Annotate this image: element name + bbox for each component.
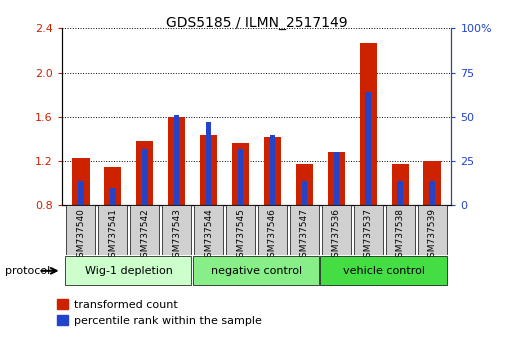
Bar [200, 135, 218, 205]
Bar [206, 122, 211, 205]
Text: negative control: negative control [211, 266, 302, 276]
FancyBboxPatch shape [322, 205, 351, 255]
Bar [264, 137, 281, 205]
FancyBboxPatch shape [162, 205, 191, 255]
FancyBboxPatch shape [386, 205, 415, 255]
Text: protocol: protocol [5, 266, 50, 276]
Bar [168, 117, 185, 205]
Text: vehicle control: vehicle control [343, 266, 425, 276]
FancyBboxPatch shape [418, 205, 447, 255]
Text: GDS5185 / ILMN_2517149: GDS5185 / ILMN_2517149 [166, 16, 347, 30]
Bar [72, 158, 90, 205]
Bar [333, 152, 339, 205]
Text: GSM737543: GSM737543 [172, 208, 181, 263]
FancyBboxPatch shape [98, 205, 127, 255]
Bar [104, 167, 122, 205]
Bar [238, 149, 243, 205]
Bar [78, 181, 84, 205]
FancyBboxPatch shape [192, 256, 319, 285]
Bar [429, 181, 435, 205]
FancyBboxPatch shape [258, 205, 287, 255]
Text: GSM737536: GSM737536 [332, 208, 341, 263]
Text: GSM737539: GSM737539 [428, 208, 437, 263]
Bar [295, 164, 313, 205]
Text: GSM737546: GSM737546 [268, 208, 277, 263]
Bar [423, 161, 441, 205]
Bar [391, 164, 409, 205]
Bar [328, 152, 345, 205]
FancyBboxPatch shape [130, 205, 160, 255]
Legend: transformed count, percentile rank within the sample: transformed count, percentile rank withi… [57, 299, 262, 326]
Bar [360, 43, 377, 205]
Bar [174, 115, 180, 205]
Bar [365, 92, 371, 205]
FancyBboxPatch shape [353, 205, 383, 255]
Text: GSM737537: GSM737537 [364, 208, 373, 263]
FancyBboxPatch shape [321, 256, 447, 285]
Text: GSM737538: GSM737538 [396, 208, 405, 263]
Bar [302, 181, 307, 205]
Bar [136, 141, 153, 205]
FancyBboxPatch shape [66, 205, 95, 255]
Text: GSM737541: GSM737541 [108, 208, 117, 263]
Bar [270, 135, 275, 205]
FancyBboxPatch shape [65, 256, 191, 285]
Text: GSM737544: GSM737544 [204, 208, 213, 263]
Text: GSM737547: GSM737547 [300, 208, 309, 263]
Bar [398, 181, 403, 205]
Text: GSM737540: GSM737540 [76, 208, 85, 263]
Bar [142, 149, 148, 205]
Bar [232, 143, 249, 205]
Bar [110, 188, 115, 205]
Text: GSM737542: GSM737542 [140, 208, 149, 263]
Text: Wig-1 depletion: Wig-1 depletion [85, 266, 172, 276]
FancyBboxPatch shape [290, 205, 319, 255]
FancyBboxPatch shape [226, 205, 255, 255]
FancyBboxPatch shape [194, 205, 223, 255]
Text: GSM737545: GSM737545 [236, 208, 245, 263]
